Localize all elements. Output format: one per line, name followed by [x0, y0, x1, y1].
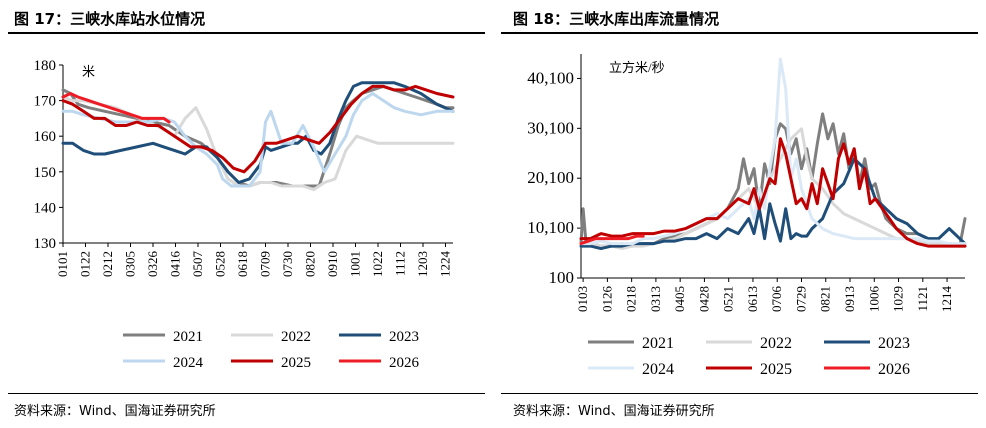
x-tick-label: 1112 — [393, 251, 408, 276]
legend-label-2023: 2023 — [389, 329, 419, 345]
y-tick-label: 150 — [34, 165, 57, 181]
series-line-2026 — [61, 92, 171, 124]
y-axis-unit-label: 立方米/秒 — [609, 60, 665, 75]
y-tick-label: 30,100 — [527, 118, 574, 137]
source-note: 资料来源：Wind、国海证券研究所 — [14, 404, 216, 419]
source-note: 资料来源：Wind、国海证券研究所 — [513, 404, 715, 419]
y-tick-label: 10,100 — [527, 218, 574, 237]
series-line-2024 — [579, 57, 967, 246]
legend-label-2024: 2024 — [642, 361, 674, 378]
legend-label-2021: 2021 — [642, 335, 674, 352]
left-chart-panel: 图 17：三峡水库站水位情况 米 130 140 150 160 170 180 0101 01… — [8, 10, 485, 419]
x-tick-label: 0326 — [145, 251, 160, 278]
series-line-2025 — [579, 137, 967, 248]
legend-label-2024: 2024 — [173, 355, 204, 371]
outflow-chart: 立方米/秒 100 10,100 20,100 30,100 40,100 0103 0126… — [527, 54, 967, 378]
y-tick-label: 160 — [34, 129, 57, 145]
x-tick-label: 1029 — [891, 286, 906, 312]
chart-title: 图 17：三峡水库站水位情况 — [14, 10, 206, 28]
legend-label-2025: 2025 — [760, 361, 792, 378]
x-tick-label: 0126 — [599, 286, 614, 313]
y-tick-label: 140 — [34, 200, 57, 216]
chart-title: 图 18：三峡水库出库流量情况 — [513, 10, 720, 28]
legend-label-2022: 2022 — [760, 335, 792, 352]
x-tick-label: 0820 — [303, 251, 318, 277]
series-line-2023 — [61, 81, 455, 184]
y-tick-label: 100 — [549, 268, 575, 287]
right-chart-panel: 图 18：三峡水库出库流量情况 立方米/秒 100 10,100 20,100 30,1… — [493, 0, 986, 428]
source-rule — [8, 393, 485, 394]
x-tick-label: 0305 — [123, 251, 138, 277]
x-tick-label: 1006 — [866, 286, 881, 313]
x-tick-label: 0428 — [696, 286, 711, 312]
legend-label-2021: 2021 — [173, 329, 203, 345]
series-line-2026 — [579, 234, 645, 246]
series-line-2023 — [579, 157, 967, 251]
x-tick-label: 1203 — [415, 251, 430, 277]
legend-label-2022: 2022 — [281, 329, 311, 345]
x-tick-label: 1214 — [939, 286, 954, 313]
x-tick-label: 0618 — [235, 251, 250, 277]
x-tick-label: 0528 — [213, 251, 228, 277]
legend-label-2026: 2026 — [878, 361, 910, 378]
series-line-2021 — [61, 84, 455, 188]
y-tick-label: 40,100 — [527, 68, 574, 87]
water-level-chart: 米 130 140 150 160 170 180 0101 0122 0212 0305 0326 0… — [34, 58, 455, 371]
y-tick-label: 170 — [34, 94, 57, 110]
y-axis-unit-label: 米 — [82, 64, 95, 79]
source-rule — [501, 393, 978, 394]
legend-label-2025: 2025 — [281, 355, 311, 371]
x-tick-label: 0913 — [842, 286, 857, 312]
x-tick-label: 1121 — [915, 286, 930, 312]
x-tick-label: 0103 — [575, 286, 590, 312]
title-rule — [8, 32, 485, 34]
x-tick-label: 0405 — [672, 286, 687, 312]
x-tick-label: 0507 — [190, 251, 205, 278]
x-tick-label: 0101 — [55, 251, 70, 277]
x-tick-label: 0212 — [100, 251, 115, 277]
x-tick-label: 0122 — [78, 251, 93, 277]
x-tick-label: 0416 — [168, 251, 183, 278]
x-tick-label: 0613 — [745, 286, 760, 312]
x-tick-label: 0706 — [769, 286, 784, 313]
x-tick-label: 1224 — [438, 251, 453, 278]
x-tick-label: 0521 — [721, 286, 736, 312]
legend-label-2023: 2023 — [878, 335, 910, 352]
x-tick-label: 0218 — [624, 286, 639, 312]
y-tick-label: 20,100 — [527, 168, 574, 187]
x-tick-label: 1022 — [370, 251, 385, 277]
y-tick-label: 130 — [34, 236, 57, 252]
x-tick-label: 1001 — [348, 251, 363, 277]
x-tick-label: 0910 — [325, 251, 340, 277]
x-tick-label: 0821 — [818, 286, 833, 312]
y-tick-label: 180 — [34, 58, 57, 74]
x-tick-label: 0730 — [280, 251, 295, 277]
legend-label-2026: 2026 — [389, 355, 420, 371]
x-tick-label: 0709 — [258, 251, 273, 277]
x-tick-label: 0729 — [793, 286, 808, 312]
title-rule — [501, 32, 978, 34]
x-tick-label: 0313 — [648, 286, 663, 312]
series-line-2025 — [61, 84, 455, 174]
series-line-2024 — [61, 92, 455, 188]
